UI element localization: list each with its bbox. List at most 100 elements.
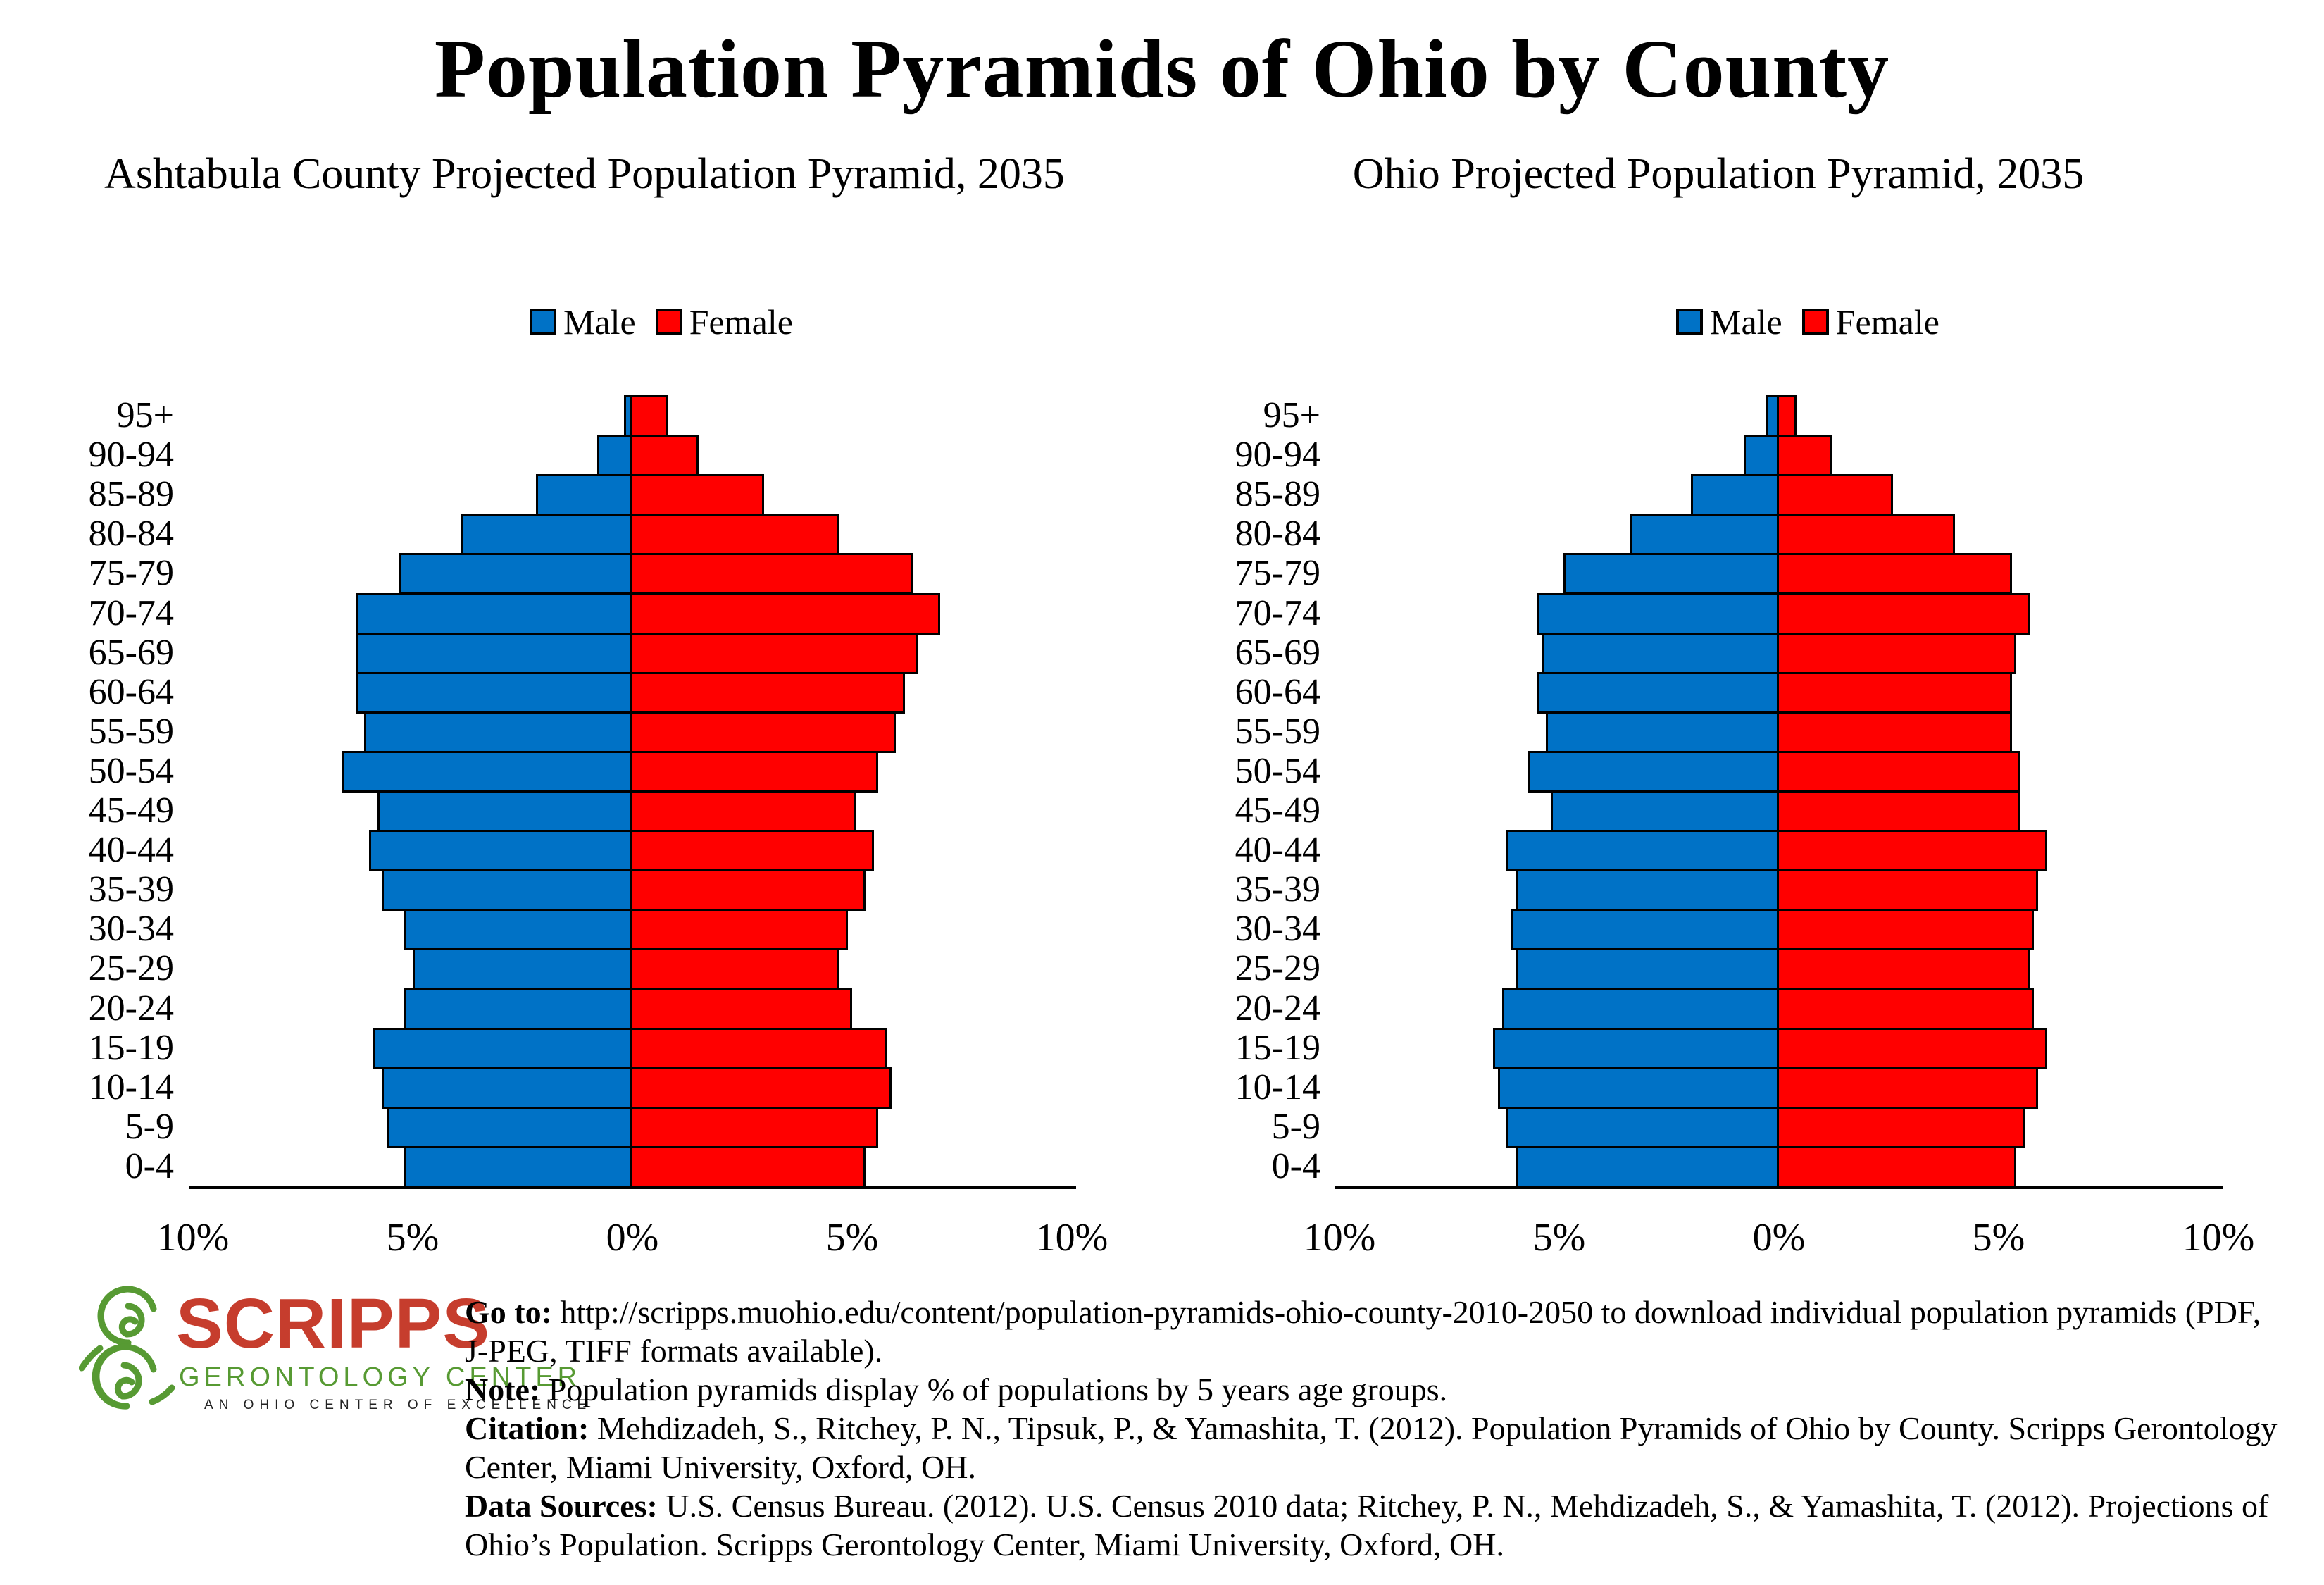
legend-item-male: Male xyxy=(1676,302,1782,342)
age-group-label: 10-14 xyxy=(88,1067,174,1107)
page-title: Population Pyramids of Ohio by County xyxy=(434,23,1890,115)
bar-male-90-94 xyxy=(1744,435,1779,477)
bar-male-85-89 xyxy=(535,474,632,516)
bar-female-25-29 xyxy=(1779,948,2030,990)
legend-male-label: Male xyxy=(1710,302,1782,342)
bar-male-0-4 xyxy=(1515,1145,1779,1188)
bar-female-0-4 xyxy=(632,1145,866,1188)
bar-female-65-69 xyxy=(1779,632,2016,674)
age-group-label: 95+ xyxy=(1263,395,1320,435)
x-axis-tick-label: 10% xyxy=(1035,1216,1108,1260)
age-group-label: 70-74 xyxy=(1235,592,1320,633)
age-group-label: 20-24 xyxy=(1235,988,1320,1028)
scripps-logo-mark-icon xyxy=(78,1286,175,1410)
age-group-label: 85-89 xyxy=(88,474,174,515)
bar-male-10-14 xyxy=(1497,1067,1779,1109)
female-swatch-icon xyxy=(655,309,682,335)
bar-female-55-59 xyxy=(1779,711,2012,753)
footer-goto-line: Go to: http://scripps.muohio.edu/content… xyxy=(465,1294,2261,1330)
bar-male-55-59 xyxy=(1546,711,1779,753)
age-group-label: 80-84 xyxy=(1235,514,1320,554)
age-group-label: 5-9 xyxy=(125,1106,174,1147)
bar-male-40-44 xyxy=(368,830,632,872)
bar-male-45-49 xyxy=(377,790,632,833)
footer-citation-line-2: Center, Miami University, Oxford, OH. xyxy=(465,1449,976,1485)
bar-female-5-9 xyxy=(632,1106,879,1148)
bar-female-45-49 xyxy=(1779,790,2021,833)
bar-male-25-29 xyxy=(413,948,632,990)
chart-subtitle-ashtabula: Ashtabula County Projected Population Py… xyxy=(104,150,1065,198)
bar-female-95+ xyxy=(632,395,668,437)
bar-female-60-64 xyxy=(1779,671,2012,714)
logo-name: SCRIPPS xyxy=(176,1284,491,1363)
bar-female-30-34 xyxy=(632,909,848,951)
chart-subtitle-ohio: Ohio Projected Population Pyramid, 2035 xyxy=(1352,150,2085,198)
x-axis-line xyxy=(1335,1186,2223,1189)
bar-male-95+ xyxy=(623,395,632,437)
age-group-label: 50-54 xyxy=(88,750,174,791)
bar-male-35-39 xyxy=(1515,869,1779,912)
legend-female-label: Female xyxy=(689,302,793,342)
bar-female-25-29 xyxy=(632,948,839,990)
age-group-label: 30-34 xyxy=(88,909,174,950)
age-group-label: 0-4 xyxy=(1271,1145,1320,1186)
footer-citation-line: Citation: Mehdizadeh, S., Ritchey, P. N.… xyxy=(465,1410,2278,1446)
bar-female-10-14 xyxy=(632,1067,892,1109)
bar-male-5-9 xyxy=(1506,1106,1779,1148)
bar-female-90-94 xyxy=(632,435,699,477)
age-group-label: 90-94 xyxy=(88,435,174,476)
bar-male-70-74 xyxy=(355,592,632,635)
bar-female-85-89 xyxy=(1779,474,1894,516)
age-group-label: 15-19 xyxy=(88,1027,174,1068)
bar-male-80-84 xyxy=(461,514,632,556)
age-group-label: 35-39 xyxy=(88,869,174,910)
bar-female-75-79 xyxy=(632,553,914,595)
bar-female-55-59 xyxy=(632,711,897,753)
age-group-label: 5-9 xyxy=(1271,1106,1320,1147)
legend-male-label: Male xyxy=(563,302,636,342)
male-swatch-icon xyxy=(530,309,556,335)
logo-tagline: AN OHIO CENTER OF EXCELLENCE xyxy=(204,1398,592,1412)
age-group-label: 50-54 xyxy=(1235,750,1320,791)
legend-item-male: Male xyxy=(530,302,636,342)
bar-female-10-14 xyxy=(1779,1067,2039,1109)
bar-male-20-24 xyxy=(1501,988,1779,1030)
x-axis-tick-label: 5% xyxy=(386,1216,439,1260)
age-group-label: 30-34 xyxy=(1235,909,1320,950)
legend-female-label: Female xyxy=(1835,302,1939,342)
bar-male-25-29 xyxy=(1515,948,1779,990)
age-group-label: 75-79 xyxy=(88,553,174,594)
bar-male-60-64 xyxy=(355,671,632,714)
age-group-label: 35-39 xyxy=(1235,869,1320,910)
legend-right: Male Female xyxy=(1676,302,1939,342)
footer-datasources-line: Data Sources: U.S. Census Bureau. (2012)… xyxy=(465,1488,2269,1524)
bar-male-65-69 xyxy=(355,632,632,674)
bar-female-75-79 xyxy=(1779,553,2012,595)
x-axis-tick-label: 0% xyxy=(1752,1216,1806,1260)
bar-female-40-44 xyxy=(632,830,875,872)
legend-left: Male Female xyxy=(530,302,793,342)
bar-female-70-74 xyxy=(1779,592,2030,635)
bar-male-70-74 xyxy=(1537,592,1779,635)
bar-male-55-59 xyxy=(364,711,632,753)
bar-female-60-64 xyxy=(632,671,905,714)
bar-female-50-54 xyxy=(632,750,879,792)
x-axis-tick-label: 5% xyxy=(1532,1216,1586,1260)
logo-subtitle: GERONTOLOGY CENTER xyxy=(179,1362,582,1392)
bar-male-30-34 xyxy=(404,909,632,951)
bar-male-45-49 xyxy=(1550,790,1779,833)
bar-female-45-49 xyxy=(632,790,857,833)
age-group-label: 40-44 xyxy=(1235,830,1320,871)
age-group-label: 10-14 xyxy=(1235,1067,1320,1107)
footer-goto-line-2: J-PEG, TIFF formats available). xyxy=(465,1333,883,1369)
bar-male-50-54 xyxy=(1528,750,1779,792)
bar-female-70-74 xyxy=(632,592,940,635)
bar-female-80-84 xyxy=(632,514,839,556)
bar-female-20-24 xyxy=(632,988,852,1030)
bar-female-50-54 xyxy=(1779,750,2021,792)
bar-female-85-89 xyxy=(632,474,765,516)
bar-male-85-89 xyxy=(1691,474,1779,516)
age-group-label: 15-19 xyxy=(1235,1027,1320,1068)
bar-female-30-34 xyxy=(1779,909,2034,951)
